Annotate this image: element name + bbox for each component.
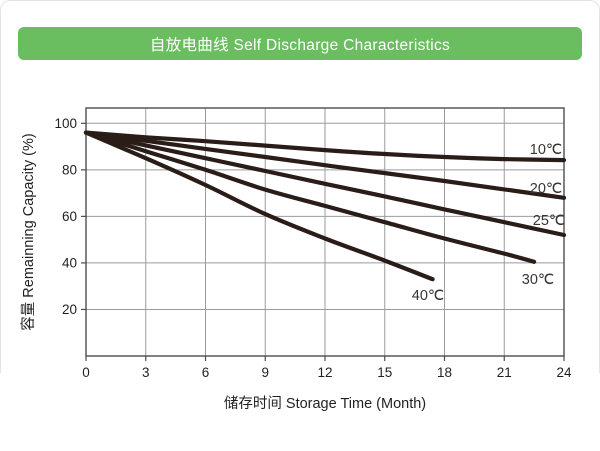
page-title: 自放电曲线 Self Discharge Characteristics (149, 36, 451, 54)
curve-label-c25: 25℃ (533, 213, 565, 229)
curve-label-c20: 20℃ (530, 181, 562, 197)
curve-label-c30: 30℃ (522, 272, 554, 288)
curve-c30 (83, 130, 537, 264)
x-tick-label: 3 (142, 365, 150, 380)
x-tick-label: 18 (437, 365, 452, 380)
title-bar: 自放电曲线 Self Discharge Characteristics (18, 27, 582, 60)
curve-c40 (83, 130, 435, 282)
y-tick-label: 80 (62, 162, 77, 177)
curve-c10 (83, 130, 567, 163)
x-axis-title: 储存时间 Storage Time (Month) (224, 395, 426, 412)
y-tick-label: 20 (62, 302, 77, 317)
x-tick-label: 12 (317, 365, 332, 380)
y-axis-title: 容量 Remainning Capacity (%) (20, 133, 37, 330)
x-tick-label: 15 (377, 365, 392, 380)
y-tick-label: 40 (62, 255, 77, 270)
curve-c20 (83, 130, 567, 200)
curve-label-c40: 40℃ (412, 288, 444, 304)
x-tick-label: 21 (497, 365, 512, 380)
x-tick-label: 0 (82, 365, 90, 380)
x-tick-label: 6 (202, 365, 210, 380)
y-tick-label: 100 (54, 116, 77, 131)
x-tick-label: 24 (556, 365, 572, 380)
y-tick-label: 60 (62, 209, 77, 224)
curve-c25 (83, 130, 567, 238)
curve-label-c10: 10℃ (530, 142, 562, 158)
x-tick-label: 9 (261, 365, 269, 380)
